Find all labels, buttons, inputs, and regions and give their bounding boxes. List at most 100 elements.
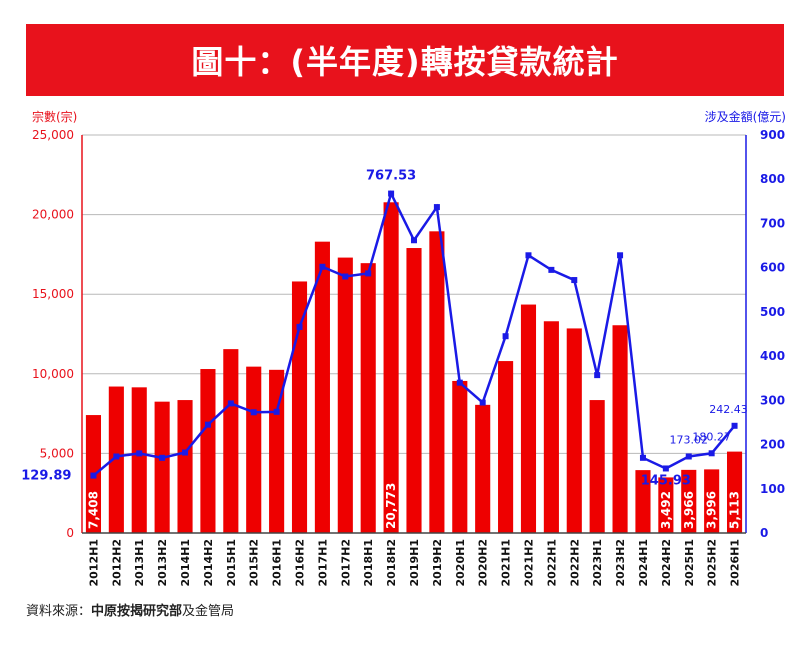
x-tick-label: 2013H1 (133, 539, 146, 586)
x-tick-label: 2020H1 (454, 539, 467, 586)
x-tick-label: 2023H1 (591, 539, 604, 586)
line-value-label: 129.89 (21, 469, 71, 484)
y-left-tick-label: 15,000 (32, 287, 74, 301)
line-marker (525, 252, 532, 259)
x-tick-label: 2016H1 (271, 539, 284, 586)
bar (291, 281, 308, 533)
bar (108, 386, 124, 533)
line-value-label: 180.27 (692, 430, 731, 443)
y-right-axis-title: 涉及金額(億元) (705, 109, 786, 124)
y-right-tick-label: 0 (760, 526, 768, 540)
line-marker (571, 277, 578, 284)
x-tick-label: 2018H1 (362, 539, 375, 586)
source-note: 資料來源：中原按揭研究部及金管局 (26, 600, 234, 619)
bar (498, 361, 514, 533)
y-left-tick-label: 20,000 (32, 208, 74, 222)
y-right-tick-label: 100 (760, 482, 785, 496)
line-marker (250, 409, 257, 416)
bar (360, 263, 376, 533)
x-tick-label: 2017H1 (316, 539, 329, 586)
x-tick-label: 2024H1 (637, 539, 650, 586)
x-tick-label: 2012H2 (110, 539, 123, 586)
line-marker (273, 408, 280, 415)
line-marker (319, 263, 326, 270)
line-value-label: 173.02 (670, 433, 709, 446)
line-marker (296, 323, 303, 330)
line-marker (204, 421, 211, 428)
line-value-label: 242.43 (709, 403, 748, 416)
y-right-tick-label: 400 (760, 349, 785, 363)
line-marker (113, 453, 120, 460)
x-tick-label: 2025H1 (683, 539, 696, 586)
line-marker (227, 400, 234, 407)
bar (612, 325, 628, 533)
bar (269, 369, 285, 533)
y-left-tick-label: 10,000 (32, 367, 74, 381)
bar (589, 400, 605, 533)
bar (154, 401, 170, 533)
bar (406, 248, 422, 534)
bar (246, 366, 262, 533)
line-marker (342, 273, 349, 280)
y-right-tick-label: 600 (760, 261, 785, 275)
line-marker (617, 252, 624, 259)
bar (520, 304, 537, 533)
x-tick-label: 2026H1 (729, 539, 742, 586)
x-tick-label: 2022H2 (568, 539, 581, 586)
x-tick-label: 2012H1 (87, 539, 100, 586)
line-marker (662, 465, 669, 472)
line-marker (685, 453, 692, 460)
bar (658, 477, 674, 533)
y-left-axis-title: 宗數(宗) (32, 109, 77, 124)
bar-value-label: 3,492 (659, 491, 673, 529)
chart-title-banner: 圖十：(半年度)轉按貸款統計 (26, 24, 784, 96)
x-tick-label: 2022H1 (545, 539, 558, 586)
bar (452, 380, 468, 533)
line-marker (182, 449, 189, 456)
bar (726, 451, 743, 533)
x-tick-label: 2014H1 (179, 539, 192, 586)
x-tick-label: 2023H2 (614, 539, 627, 586)
y-right-tick-label: 500 (760, 305, 785, 319)
y-right-tick-label: 900 (760, 128, 785, 142)
line-marker (159, 454, 166, 461)
x-tick-label: 2016H2 (294, 539, 307, 586)
line-marker (136, 450, 143, 457)
bar-value-label: 3,966 (682, 491, 696, 529)
x-tick-label: 2019H1 (408, 539, 421, 586)
y-left-tick-label: 25,000 (32, 128, 74, 142)
y-left-tick-label: 0 (66, 526, 74, 540)
line-marker (365, 270, 372, 277)
line-marker (433, 204, 440, 211)
x-tick-label: 2017H2 (339, 539, 352, 586)
line-marker (708, 450, 715, 457)
bar (177, 400, 193, 533)
line-marker (548, 266, 555, 273)
line-marker (731, 422, 738, 429)
x-tick-label: 2014H2 (202, 539, 215, 586)
y-right-tick-label: 300 (760, 393, 785, 407)
line-value-label: 767.53 (366, 169, 416, 184)
x-tick-label: 2021H1 (500, 539, 513, 586)
line-marker (479, 399, 486, 406)
bar-value-label: 7,408 (86, 491, 100, 529)
bar (475, 404, 491, 533)
bar-value-label: 5,113 (728, 491, 742, 529)
x-tick-label: 2021H2 (522, 539, 535, 586)
source-prefix: 資料來源： (26, 604, 92, 619)
line-marker (456, 379, 463, 386)
line-marker (90, 472, 97, 479)
line-marker (639, 454, 646, 461)
bar-value-label: 20,773 (384, 483, 398, 529)
line-value-label: 145.93 (641, 473, 691, 488)
x-tick-label: 2013H2 (156, 539, 169, 586)
y-left-tick-label: 5,000 (40, 446, 74, 460)
y-right-tick-label: 200 (760, 438, 785, 452)
y-right-tick-label: 800 (760, 172, 785, 186)
x-tick-label: 2025H2 (706, 539, 719, 586)
x-tick-label: 2019H2 (431, 539, 444, 586)
bar (223, 349, 239, 533)
bar (704, 469, 720, 533)
bar (543, 321, 559, 533)
source-bold: 中原按揭研究部 (91, 604, 183, 619)
